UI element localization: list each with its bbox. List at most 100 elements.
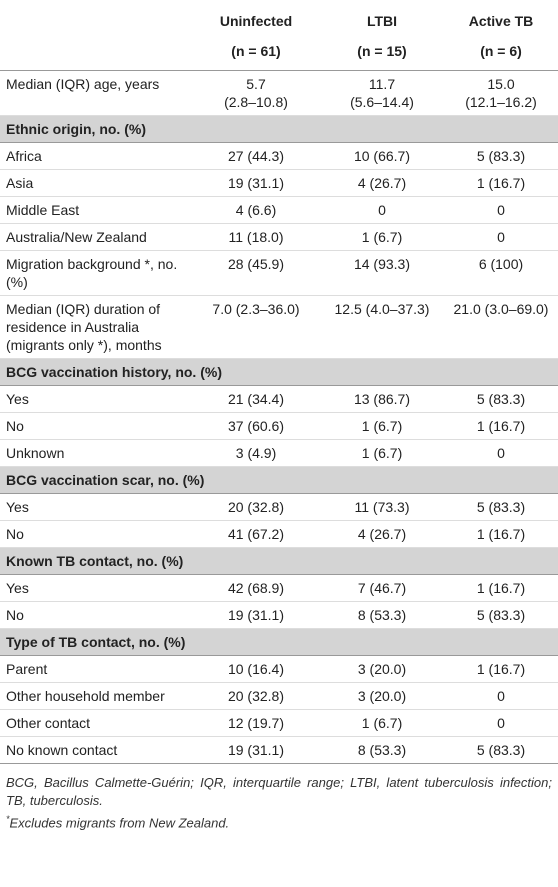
row: Middle East 4 (6.6) 0 0	[0, 196, 558, 224]
cell: 42 (68.9)	[192, 574, 320, 602]
cell: 5 (83.3)	[444, 385, 558, 413]
row: Australia/New Zealand 11 (18.0) 1 (6.7) 0	[0, 223, 558, 251]
section-heading: Type of TB contact, no. (%)	[0, 628, 558, 656]
row-label: No known contact	[0, 736, 192, 764]
cell: 15.0 (12.1–16.2)	[444, 70, 558, 116]
cell: 1 (16.7)	[444, 412, 558, 440]
column-header: Uninfected	[219, 13, 293, 29]
cell: 21 (34.4)	[192, 385, 320, 413]
cell-line: (2.8–10.8)	[224, 94, 288, 110]
cell: 0	[444, 709, 558, 737]
cell: 19 (31.1)	[192, 736, 320, 764]
row-label: Median (IQR) duration of residence in Au…	[0, 295, 192, 359]
cell: 1 (6.7)	[320, 439, 444, 467]
cell: 11.7 (5.6–14.4)	[320, 70, 444, 116]
cell: 1 (16.7)	[444, 655, 558, 683]
row: Median (IQR) duration of residence in Au…	[0, 295, 558, 359]
cell: 19 (31.1)	[192, 601, 320, 629]
cell: 0	[444, 196, 558, 224]
section-heading: BCG vaccination history, no. (%)	[0, 358, 558, 386]
row-label: Yes	[0, 385, 192, 413]
footnote: BCG, Bacillus Calmette-Guérin; IQR, inte…	[6, 775, 552, 808]
row: Other contact 12 (19.7) 1 (6.7) 0	[0, 709, 558, 737]
table-body: Median (IQR) age, years 5.7 (2.8–10.8) 11.7…	[0, 70, 558, 764]
row-label: Africa	[0, 142, 192, 170]
cell: 4 (26.7)	[320, 169, 444, 197]
row-label: Migration background *, no. (%)	[0, 250, 192, 296]
cell: 0	[444, 223, 558, 251]
cell: 10 (16.4)	[192, 655, 320, 683]
cell: 19 (31.1)	[192, 169, 320, 197]
cell: 8 (53.3)	[320, 601, 444, 629]
cell: 14 (93.3)	[320, 250, 444, 296]
section-heading: BCG vaccination scar, no. (%)	[0, 466, 558, 494]
cell: 1 (16.7)	[444, 574, 558, 602]
row: Parent 10 (16.4) 3 (20.0) 1 (16.7)	[0, 655, 558, 683]
cell: 7.0 (2.3–36.0)	[192, 295, 320, 359]
row-label: No	[0, 412, 192, 440]
row-label: Yes	[0, 574, 192, 602]
table-head: Uninfected LTBI Active TB (n = 61) (n = 15)(…	[0, 0, 558, 71]
column-header: LTBI	[366, 13, 398, 29]
footnote: *Excludes migrants from New Zealand.	[6, 810, 552, 832]
cell: 5 (83.3)	[444, 601, 558, 629]
cell: 11 (18.0)	[192, 223, 320, 251]
row: No 41 (67.2) 4 (26.7) 1 (16.7)	[0, 520, 558, 548]
column-header: Active TB	[468, 13, 534, 29]
row: Other household member 20 (32.8) 3 (20.0) 0	[0, 682, 558, 710]
cell: 3 (20.0)	[320, 682, 444, 710]
row: Asia 19 (31.1) 4 (26.7) 1 (16.7)	[0, 169, 558, 197]
footnote-marker: *	[6, 814, 10, 824]
row: Yes 20 (32.8) 11 (73.3) 5 (83.3)	[0, 493, 558, 521]
row: Unknown 3 (4.9) 1 (6.7) 0	[0, 439, 558, 467]
cell: 0	[444, 439, 558, 467]
cell: 1 (16.7)	[444, 169, 558, 197]
row-label: No	[0, 520, 192, 548]
cell-line: 11.7	[368, 76, 396, 92]
cell: 11 (73.3)	[320, 493, 444, 521]
cell: 20 (32.8)	[192, 682, 320, 710]
section-row: Ethnic origin, no. (%)	[0, 115, 558, 143]
section-row: Known TB contact, no. (%)	[0, 547, 558, 575]
cell: 0	[320, 196, 444, 224]
cell: 5 (83.3)	[444, 142, 558, 170]
row: Migration background *, no. (%) 28 (45.9)…	[0, 250, 558, 296]
cell: 27 (44.3)	[192, 142, 320, 170]
row-label: Median (IQR) age, years	[0, 70, 192, 116]
cell: 3 (4.9)	[192, 439, 320, 467]
cell: 0	[444, 682, 558, 710]
cell: 28 (45.9)	[192, 250, 320, 296]
cell: 12 (19.7)	[192, 709, 320, 737]
row-label: Middle East	[0, 196, 192, 224]
row: Yes 42 (68.9) 7 (46.7) 1 (16.7)	[0, 574, 558, 602]
row-label: Unknown	[0, 439, 192, 467]
header-row: (n = 61) (n = 15) (n = 6)	[0, 38, 558, 71]
row: No 37 (60.6) 1 (6.7) 1 (16.7)	[0, 412, 558, 440]
cell-line: (12.1–16.2)	[465, 94, 537, 110]
header-row: Uninfected LTBI Active TB	[0, 0, 558, 38]
row-label: Other contact	[0, 709, 192, 737]
cell-line: 15.0	[487, 76, 515, 92]
cell: 4 (6.6)	[192, 196, 320, 224]
row-label: Yes	[0, 493, 192, 521]
row: No 19 (31.1) 8 (53.3) 5 (83.3)	[0, 601, 558, 629]
row: No known contact 19 (31.1) 8 (53.3) 5 (83.3…	[0, 736, 558, 764]
cell: 41 (67.2)	[192, 520, 320, 548]
cell: 21.0 (3.0–69.0)	[444, 295, 558, 359]
header-cell	[0, 38, 192, 71]
row: Africa 27 (44.3) 10 (66.7) 5 (83.3)	[0, 142, 558, 170]
cell: 3 (20.0)	[320, 655, 444, 683]
cell: 6 (100)	[444, 250, 558, 296]
row-label: Other household member	[0, 682, 192, 710]
cell: 8 (53.3)	[320, 736, 444, 764]
cell: 12.5 (4.0–37.3)	[320, 295, 444, 359]
cell: 7 (46.7)	[320, 574, 444, 602]
cell: 1 (16.7)	[444, 520, 558, 548]
cell: 13 (86.7)	[320, 385, 444, 413]
cell: 4 (26.7)	[320, 520, 444, 548]
cell: 5.7 (2.8–10.8)	[192, 70, 320, 116]
section-heading: Known TB contact, no. (%)	[0, 547, 558, 575]
footnotes: BCG, Bacillus Calmette-Guérin; IQR, inte…	[0, 764, 558, 832]
section-row: Type of TB contact, no. (%)	[0, 628, 558, 656]
